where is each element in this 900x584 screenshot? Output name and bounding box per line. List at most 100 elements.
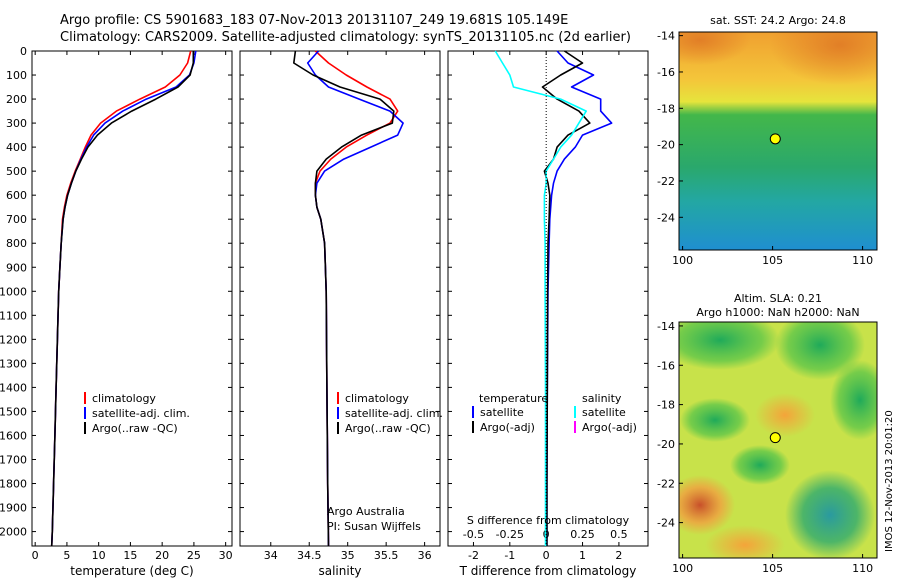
temperature-series <box>50 50 197 547</box>
s-tick-label: -0.5 <box>463 528 484 541</box>
sla-low-patch <box>775 322 865 380</box>
legend-label-argo: Argo(..raw -QC) <box>345 422 431 435</box>
series-line-salinity-satellite <box>494 50 588 546</box>
x-tick-label: 34 <box>264 549 278 562</box>
map-y-tick-label: -14 <box>657 320 675 333</box>
sst-map-axes: 100 105 110 -14 -16 -18 -20 -22 -24 <box>657 30 873 267</box>
sla-high-patch <box>705 525 785 558</box>
sla-low-patch <box>680 398 750 442</box>
depth-axis: 0 100 200 300 400 500 600 700 800 900 1000 1100 1200… <box>0 45 648 539</box>
legend-label-climatology: climatology <box>345 392 409 405</box>
depth-tick-label: 1200 <box>0 333 27 346</box>
depth-tick-label: 200 <box>6 93 27 106</box>
legend-label-argo: Argo(..raw -QC) <box>92 422 178 435</box>
depth-tick-label: 2000 <box>0 526 27 539</box>
legend-label-satellite: satellite-adj. clim. <box>345 407 443 420</box>
map-y-tick-label: -20 <box>657 139 675 152</box>
depth-tick-label: 900 <box>6 261 27 274</box>
x-tick-label: 30 <box>219 549 233 562</box>
depth-tick-label: 1100 <box>0 309 27 322</box>
difference-x-axis: -2 -1 0 1 2 <box>468 51 622 562</box>
sst-warm-patch <box>679 32 750 65</box>
s-tick-label: 0.25 <box>570 528 595 541</box>
sla-high-patch <box>755 393 815 437</box>
map-y-tick-label: -20 <box>657 438 675 451</box>
legend-label-climatology: climatology <box>92 392 156 405</box>
map-x-tick-label: 105 <box>762 254 783 267</box>
sla-low-patch <box>679 322 780 370</box>
depth-tick-label: 700 <box>6 213 27 226</box>
temperature-xlabel: temperature (deg C) <box>70 564 193 578</box>
map-y-tick-label: -22 <box>657 477 675 490</box>
legend-title-salinity: salinity <box>582 392 622 405</box>
depth-tick-label: 600 <box>6 189 27 202</box>
map-x-tick-label: 100 <box>672 254 693 267</box>
header-line-2: Climatology: CARS2009. Satellite-adjuste… <box>60 30 631 45</box>
map-x-tick-label: 110 <box>852 254 873 267</box>
series-line-argo-raw-qc- <box>50 51 195 547</box>
salinity-panel <box>239 50 441 547</box>
x-tick-label: 0 <box>543 549 550 562</box>
sla-high-patch <box>679 475 735 535</box>
sst-map-title: sat. SST: 24.2 Argo: 24.8 <box>710 14 846 27</box>
x-tick-label: 20 <box>155 549 169 562</box>
depth-tick-label: 1700 <box>0 453 27 466</box>
imos-timestamp: IMOS 12-Nov-2013 20:01:20 <box>884 410 895 552</box>
s-tick-label: -0.25 <box>496 528 524 541</box>
legend-label-s-satellite: satellite <box>582 406 626 419</box>
legend-label-s-argo: Argo(-adj) <box>582 421 637 434</box>
map-x-tick-label: 110 <box>852 562 873 575</box>
sst-map <box>679 32 877 250</box>
x-tick-label: 2 <box>615 549 622 562</box>
legend-label-t-argo: Argo(-adj) <box>480 421 535 434</box>
x-tick-label: -1 <box>504 549 515 562</box>
depth-tick-label: 300 <box>6 117 27 130</box>
legend-label-t-satellite: satellite <box>480 406 524 419</box>
map-y-tick-label: -18 <box>657 399 675 412</box>
sst-map-frame <box>678 31 878 251</box>
sla-low-patch <box>830 360 877 440</box>
map-y-tick-label: -16 <box>657 66 675 79</box>
depth-tick-label: 500 <box>6 165 27 178</box>
map-y-tick-label: -18 <box>657 102 675 115</box>
series-line-argo-raw-qc- <box>292 50 395 547</box>
map-x-tick-label: 100 <box>672 562 693 575</box>
sla-low-patch <box>730 445 790 485</box>
annotation-argo-australia: Argo Australia <box>327 505 405 518</box>
depth-tick-label: 800 <box>6 237 27 250</box>
depth-tick-label: 1400 <box>0 381 27 394</box>
depth-tick-label: 1500 <box>0 405 27 418</box>
x-tick-label: -2 <box>468 549 479 562</box>
salinity-x-axis: 34 34.5 35 35.5 36 <box>264 51 432 562</box>
sla-map-frame <box>678 321 878 559</box>
salinity-xlabel: salinity <box>318 564 361 578</box>
x-tick-label: 5 <box>63 549 70 562</box>
depth-tick-label: 0 <box>20 45 27 58</box>
depth-tick-label: 1300 <box>0 357 27 370</box>
x-tick-label: 10 <box>92 549 106 562</box>
legend-label-satellite: satellite-adj. clim. <box>92 407 190 420</box>
depth-tick-label: 1800 <box>0 478 27 491</box>
sla-map-title-2: Argo h1000: NaN h2000: NaN <box>696 306 859 319</box>
argo-location-marker <box>769 133 781 145</box>
x-tick-label: 15 <box>123 549 137 562</box>
x-tick-label: 25 <box>187 549 201 562</box>
difference-legend: temperature salinity satellite Argo(-adj… <box>467 392 637 527</box>
s-difference-label: S difference from climatology <box>467 514 630 527</box>
map-y-tick-label: -24 <box>657 517 675 530</box>
x-tick-label: 0 <box>32 549 39 562</box>
difference-series <box>494 50 613 546</box>
temperature-x-axis: 0 5 10 15 20 25 30 <box>32 51 233 562</box>
x-tick-label: 36 <box>418 549 432 562</box>
sla-map-axes: 100 105 110 -14 -16 -18 -20 -22 -24 <box>657 320 873 575</box>
temperature-panel <box>31 50 233 547</box>
salinity-legend: climatology satellite-adj. clim. Argo(..… <box>327 392 443 533</box>
x-tick-label: 1 <box>579 549 586 562</box>
argo-location-marker <box>769 432 781 444</box>
sst-warm-patch <box>770 32 877 85</box>
map-y-tick-label: -22 <box>657 175 675 188</box>
map-y-tick-label: -14 <box>657 30 675 43</box>
depth-tick-label: 1900 <box>0 502 27 515</box>
